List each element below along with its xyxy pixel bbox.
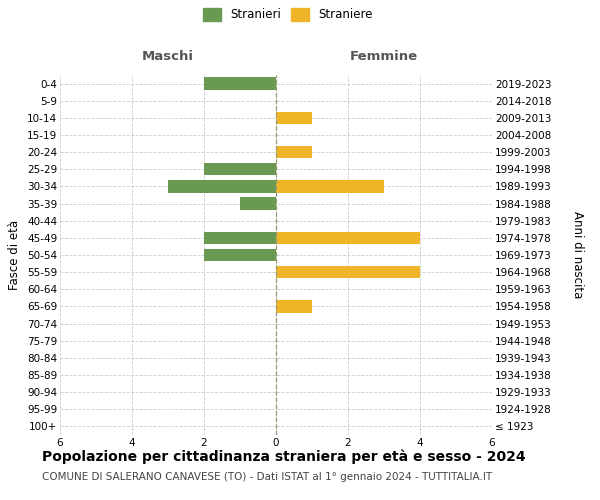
Bar bbox=[276, 266, 420, 278]
Bar bbox=[204, 163, 276, 175]
Bar bbox=[276, 146, 312, 158]
Text: COMUNE DI SALERANO CANAVESE (TO) - Dati ISTAT al 1° gennaio 2024 - TUTTITALIA.IT: COMUNE DI SALERANO CANAVESE (TO) - Dati … bbox=[42, 472, 492, 482]
Bar bbox=[204, 249, 276, 261]
Bar bbox=[276, 112, 312, 124]
Bar bbox=[276, 300, 312, 312]
Y-axis label: Fasce di età: Fasce di età bbox=[8, 220, 22, 290]
Text: Popolazione per cittadinanza straniera per età e sesso - 2024: Popolazione per cittadinanza straniera p… bbox=[42, 450, 526, 464]
Text: Maschi: Maschi bbox=[142, 50, 194, 62]
Bar bbox=[240, 198, 276, 209]
Bar bbox=[204, 232, 276, 244]
Bar bbox=[276, 180, 384, 192]
Legend: Stranieri, Straniere: Stranieri, Straniere bbox=[203, 8, 373, 22]
Bar bbox=[168, 180, 276, 192]
Text: Femmine: Femmine bbox=[350, 50, 418, 62]
Y-axis label: Anni di nascita: Anni di nascita bbox=[571, 212, 584, 298]
Bar bbox=[276, 232, 420, 244]
Bar bbox=[204, 78, 276, 90]
